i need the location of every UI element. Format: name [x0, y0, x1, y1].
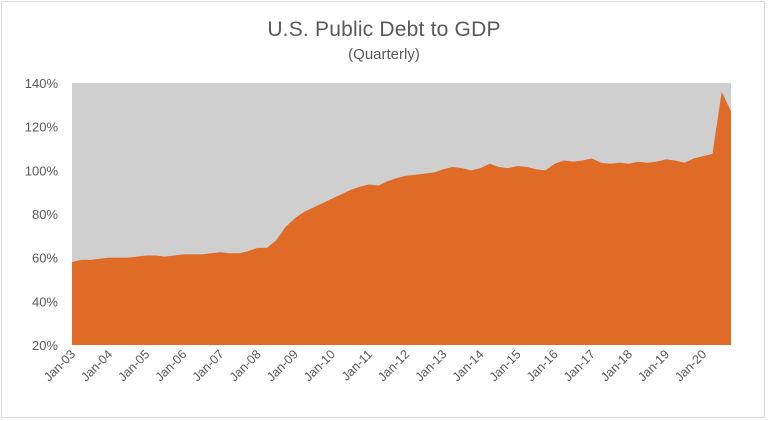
series-area: [72, 91, 731, 345]
x-tick-label: Jan-15: [487, 347, 524, 384]
x-tick-label: Jan-16: [524, 347, 561, 384]
x-axis: Jan-03 Jan-04 Jan-05 Jan-06 Jan-07 Jan-08 Jan-…: [41, 347, 709, 384]
x-tick-label: Jan-17: [561, 347, 598, 384]
x-tick-label: Jan-09: [264, 347, 301, 384]
x-tick-label: Jan-05: [115, 347, 152, 384]
x-tick-label: Jan-12: [375, 347, 412, 384]
y-tick-label: 20%: [32, 338, 58, 353]
y-tick-label: 40%: [32, 294, 58, 309]
x-tick-label: Jan-11: [339, 347, 375, 383]
series-layer: [72, 91, 731, 345]
chart-subtitle: (Quarterly): [348, 46, 420, 63]
y-tick-label: 100%: [25, 163, 59, 178]
x-tick-label: Jan-06: [153, 347, 190, 384]
x-tick-label: Jan-04: [78, 347, 115, 384]
y-tick-label: 120%: [25, 120, 59, 135]
y-tick-label: 80%: [32, 207, 58, 222]
y-axis: 20% 40% 60% 80% 100% 120% 140%: [25, 76, 59, 353]
x-tick-label: Jan-10: [301, 347, 338, 384]
x-tick-label: Jan-13: [412, 347, 449, 384]
y-tick-label: 60%: [32, 251, 58, 266]
y-tick-label: 140%: [25, 76, 59, 91]
x-tick-label: Jan-08: [227, 347, 264, 384]
chart-title: U.S. Public Debt to GDP: [267, 18, 501, 41]
x-tick-label: Jan-14: [450, 347, 487, 384]
x-tick-label: Jan-07: [190, 347, 227, 384]
x-tick-label: Jan-20: [672, 347, 709, 384]
x-tick-label: Jan-19: [635, 347, 672, 384]
x-tick-label: Jan-18: [598, 347, 635, 384]
